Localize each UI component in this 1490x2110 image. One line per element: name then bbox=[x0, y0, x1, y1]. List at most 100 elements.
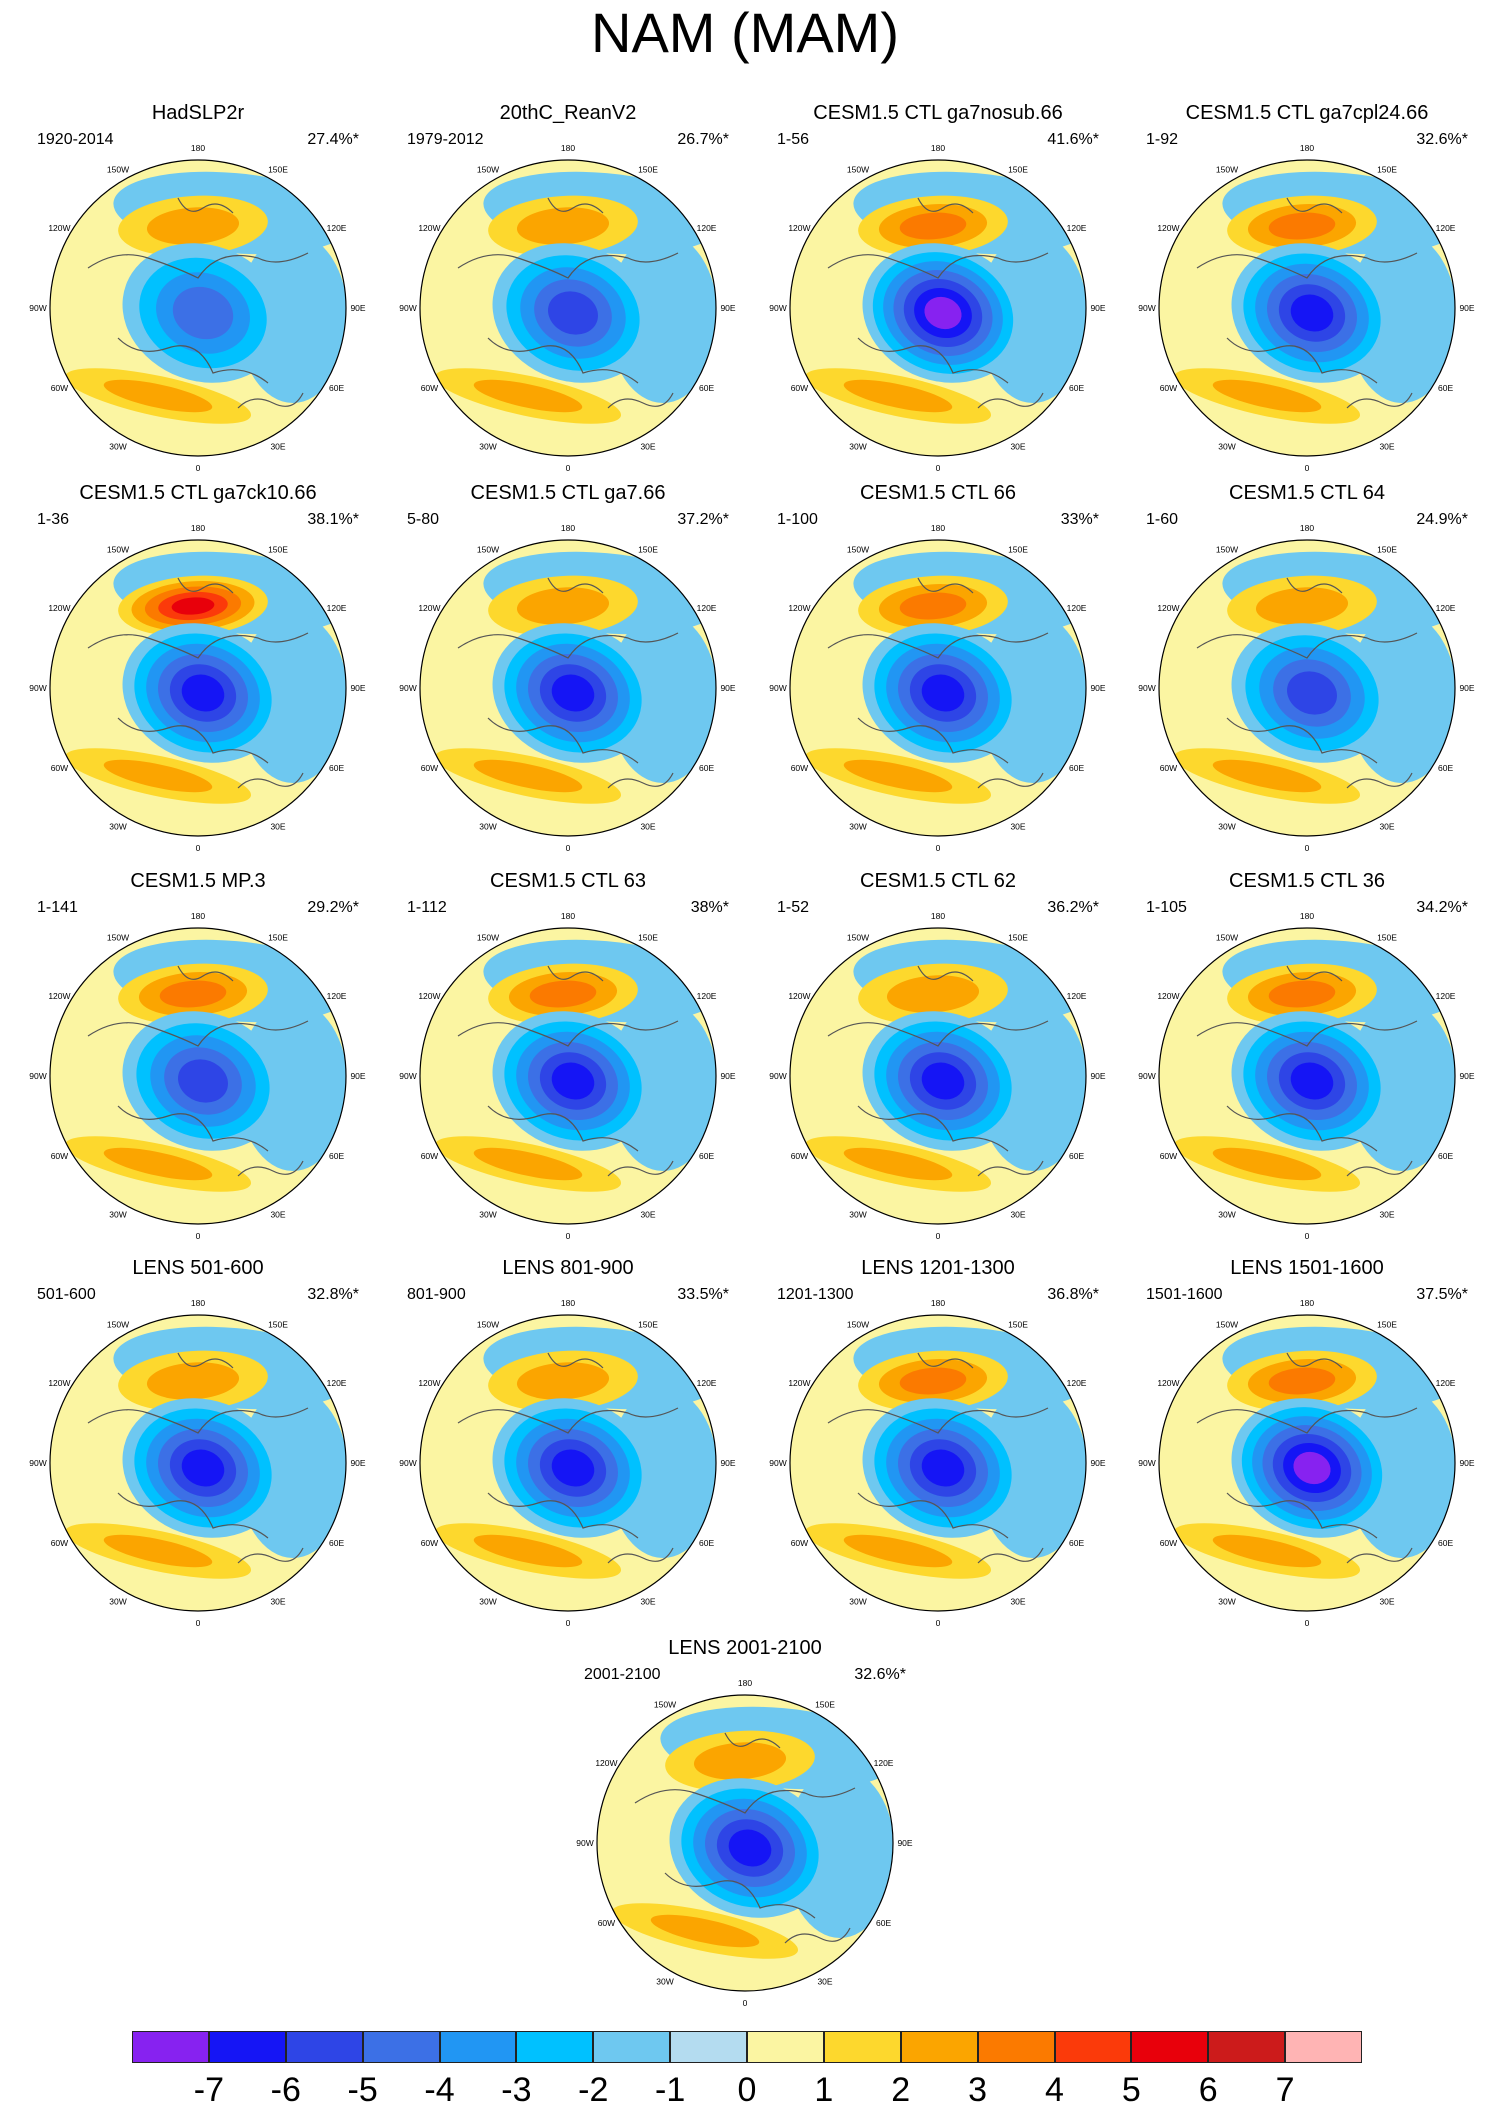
positive-anomaly-contour bbox=[529, 980, 597, 1008]
longitude-label: 0 bbox=[196, 843, 201, 853]
longitude-label: 120W bbox=[418, 603, 440, 613]
negative-anomaly-contour bbox=[1290, 1062, 1334, 1100]
longitude-label: 180 bbox=[1300, 1298, 1314, 1308]
colorbar-box bbox=[900, 2031, 978, 2063]
map-panel: 180 150E 120E 90E 60E 30E 0 30W 60W 90W 120W 150W CE… bbox=[1122, 480, 1490, 870]
longitude-label: 0 bbox=[743, 1998, 748, 2008]
longitude-label: 150W bbox=[477, 1319, 499, 1329]
positive-anomaly-contour bbox=[146, 207, 240, 245]
map-panel: 180 150E 120E 90E 60E 30E 0 30W 60W 90W 120W 150W CE… bbox=[753, 100, 1123, 490]
longitude-label: 90W bbox=[769, 683, 786, 693]
negative-anomaly-contour bbox=[1293, 1451, 1331, 1485]
panel-period: 1-100 bbox=[777, 511, 818, 528]
longitude-label: 60E bbox=[329, 383, 344, 393]
longitude-label: 0 bbox=[936, 843, 941, 853]
polar-map: 180 150E 120E 90E 60E 30E 0 30W 60W 90W 120W 150W bbox=[29, 1298, 366, 1628]
polar-map: 180 150E 120E 90E 60E 30E 0 30W 60W 90W 120W 150W bbox=[29, 523, 366, 853]
map-panel: 180 150E 120E 90E 60E 30E 0 30W 60W 90W 120W 150W CE… bbox=[753, 868, 1123, 1258]
longitude-label: 120W bbox=[418, 991, 440, 1001]
longitude-label: 90E bbox=[720, 1071, 735, 1081]
longitude-label: 150W bbox=[107, 1319, 129, 1329]
positive-anomaly-contour bbox=[1212, 1147, 1322, 1181]
longitude-label: 0 bbox=[566, 1618, 571, 1628]
map-boundary bbox=[1158, 927, 1456, 1225]
longitude-label: 120W bbox=[1157, 1378, 1179, 1388]
colorbar-box bbox=[516, 2031, 594, 2063]
panel-variance-pct: 27.4%* bbox=[307, 131, 359, 148]
longitude-label: 60E bbox=[329, 1151, 344, 1161]
longitude-label: 30E bbox=[270, 442, 285, 452]
map-boundary bbox=[789, 159, 1087, 457]
negative-anomaly-contour bbox=[1287, 671, 1337, 715]
panel-title: CESM1.5 CTL 36 bbox=[1229, 870, 1385, 892]
panel-period: 1-60 bbox=[1146, 511, 1179, 528]
longitude-label: 0 bbox=[196, 1231, 201, 1241]
positive-anomaly-contour bbox=[1212, 759, 1322, 793]
negative-anomaly-contour bbox=[172, 286, 234, 340]
longitude-label: 30E bbox=[270, 1597, 285, 1607]
longitude-label: 150W bbox=[847, 1319, 869, 1329]
longitude-label: 30W bbox=[849, 1597, 866, 1607]
longitude-label: 30W bbox=[109, 1597, 126, 1607]
longitude-label: 150W bbox=[107, 544, 129, 554]
panel-variance-pct: 36.2%* bbox=[1047, 899, 1099, 916]
map-panel: 180 150E 120E 90E 60E 30E 0 30W 60W 90W 120W 150W Ha… bbox=[13, 100, 383, 490]
map-panel: 180 150E 120E 90E 60E 30E 0 30W 60W 90W 120W 150W CE… bbox=[1122, 100, 1490, 490]
map-panel: 180 150E 120E 90E 60E 30E 0 30W 60W 90W 120W 150W LE… bbox=[560, 1635, 930, 2025]
longitude-label: 30E bbox=[1010, 822, 1025, 832]
longitude-label: 150W bbox=[477, 164, 499, 174]
longitude-label: 180 bbox=[931, 911, 945, 921]
longitude-label: 180 bbox=[931, 523, 945, 533]
colorbar-tick-label: -3 bbox=[501, 2071, 532, 2109]
panel-title: CESM1.5 CTL 66 bbox=[860, 482, 1016, 504]
longitude-label: 30E bbox=[1010, 1210, 1025, 1220]
longitude-label: 0 bbox=[196, 1618, 201, 1628]
longitude-label: 120W bbox=[48, 1378, 70, 1388]
longitude-label: 90E bbox=[1459, 303, 1474, 313]
longitude-label: 30W bbox=[1218, 1597, 1235, 1607]
panel-title: CESM1.5 CTL ga7ck10.66 bbox=[79, 482, 317, 504]
colorbar-box bbox=[977, 2031, 1055, 2063]
map-boundary bbox=[1158, 159, 1456, 457]
map-boundary bbox=[596, 1694, 894, 1992]
figure-title: NAM (MAM) bbox=[591, 1, 899, 64]
longitude-label: 60W bbox=[598, 1918, 615, 1928]
longitude-label: 60W bbox=[791, 383, 808, 393]
colorbar-box bbox=[132, 2031, 209, 2063]
longitude-label: 180 bbox=[931, 143, 945, 153]
longitude-label: 90W bbox=[1138, 303, 1155, 313]
colorbar-tick-label: -4 bbox=[424, 2071, 455, 2109]
panel-variance-pct: 38%* bbox=[690, 899, 729, 916]
polar-map: 180 150E 120E 90E 60E 30E 0 30W 60W 90W 120W 150W bbox=[769, 523, 1106, 853]
positive-anomaly-contour bbox=[516, 587, 610, 625]
map-panel: 180 150E 120E 90E 60E 30E 0 30W 60W 90W 120W 150W LE… bbox=[383, 1255, 753, 1645]
longitude-label: 60E bbox=[699, 763, 714, 773]
longitude-label: 90E bbox=[1090, 303, 1105, 313]
panel-period: 501-600 bbox=[37, 1286, 96, 1303]
longitude-label: 30E bbox=[1379, 822, 1394, 832]
longitude-label: 120E bbox=[874, 1758, 894, 1768]
coastline bbox=[1196, 577, 1418, 789]
colorbar-box bbox=[285, 2031, 363, 2063]
colorbar-box bbox=[1131, 2031, 1209, 2063]
longitude-label: 30W bbox=[479, 822, 496, 832]
map-panel: 180 150E 120E 90E 60E 30E 0 30W 60W 90W 120W 150W CE… bbox=[1122, 868, 1490, 1258]
panel-variance-pct: 24.9%* bbox=[1416, 511, 1468, 528]
colorbar-tick-label: 7 bbox=[1275, 2071, 1295, 2109]
longitude-label: 60W bbox=[51, 1538, 68, 1548]
positive-anomaly-contour bbox=[843, 1147, 953, 1181]
positive-anomaly-contour bbox=[899, 212, 967, 240]
longitude-label: 30W bbox=[1218, 822, 1235, 832]
coastline bbox=[634, 1732, 856, 1944]
polar-map: 180 150E 120E 90E 60E 30E 0 30W 60W 90W 120W 150W bbox=[29, 911, 366, 1241]
panel-variance-pct: 38.1%* bbox=[307, 511, 359, 528]
longitude-label: 30W bbox=[849, 442, 866, 452]
colorbar-box bbox=[747, 2031, 824, 2063]
longitude-label: 90W bbox=[399, 683, 416, 693]
longitude-label: 60W bbox=[791, 763, 808, 773]
panel-title: HadSLP2r bbox=[151, 102, 245, 124]
longitude-label: 30E bbox=[1379, 1210, 1394, 1220]
longitude-label: 120W bbox=[1157, 223, 1179, 233]
longitude-label: 180 bbox=[191, 143, 205, 153]
longitude-label: 30W bbox=[479, 1210, 496, 1220]
